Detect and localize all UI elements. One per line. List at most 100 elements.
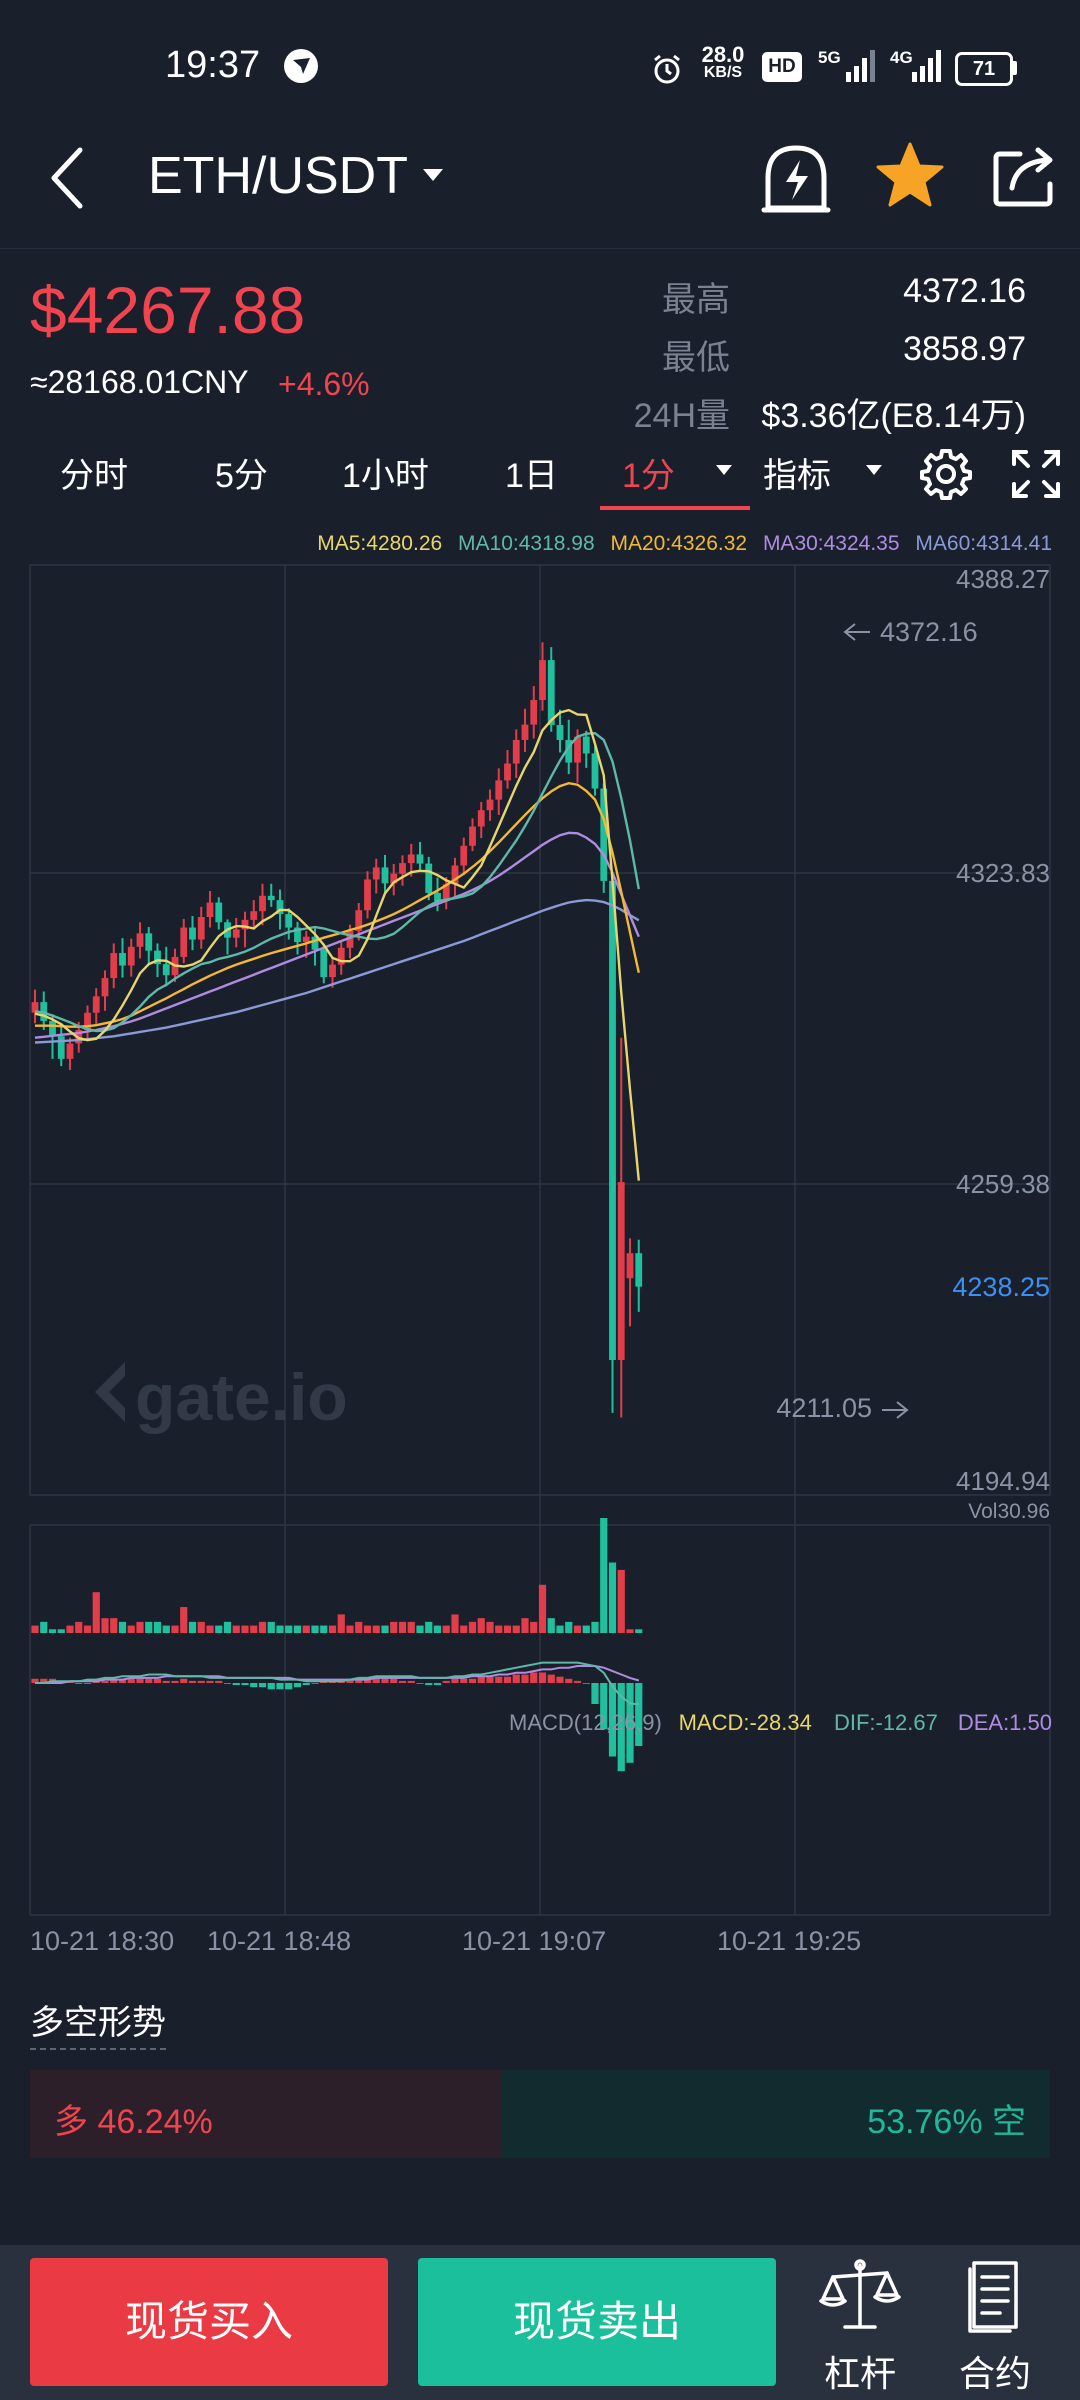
tab-1hour[interactable]: 1小时 (342, 457, 429, 495)
star-icon[interactable] (875, 140, 945, 210)
candle-body (57, 1036, 65, 1059)
volume-bar (188, 1621, 197, 1633)
volume-bar (258, 1621, 267, 1633)
candle-body (582, 736, 590, 754)
macd-layer (31, 1661, 643, 1772)
candle-body (626, 1253, 634, 1279)
candle-body (495, 780, 503, 800)
time-axis-label: 10-21 18:48 (207, 1926, 351, 1956)
tab-indicator[interactable]: 指标 (763, 457, 831, 495)
volume-bar (232, 1625, 240, 1633)
volume-bar (92, 1592, 100, 1633)
ma10-legend: MA10:4318.98 (458, 532, 595, 555)
high-marker-text: 4372.16 (880, 617, 978, 647)
navigation-icon (283, 48, 319, 84)
volume-bar (398, 1621, 407, 1633)
macd-histogram-bar (626, 1683, 634, 1763)
candle-body (84, 1012, 91, 1031)
contract-button[interactable]: 合约 (940, 2245, 1050, 2400)
candle-body (539, 660, 546, 701)
volume-bar (381, 1625, 389, 1633)
volume-bar (495, 1625, 503, 1633)
interval-caret-icon[interactable] (714, 462, 734, 483)
macd-histogram-bar (381, 1678, 389, 1683)
macd-histogram-bar (486, 1676, 494, 1683)
volume-bar (136, 1621, 144, 1633)
volume-bar (162, 1625, 170, 1633)
tab-5min[interactable]: 5分 (215, 457, 268, 495)
macd-histogram-bar (206, 1680, 214, 1683)
contract-label: 合约 (958, 2353, 1031, 2394)
time-axis-label: 10-21 19:25 (717, 1926, 861, 1956)
hd-icon: HD (762, 52, 802, 82)
volume-bar (285, 1625, 293, 1633)
volume-bar (582, 1625, 590, 1633)
tab-timeshare[interactable]: 分时 (60, 457, 128, 495)
candle-body (460, 845, 468, 866)
kline-chart[interactable]: gate.io 4388.27 4323.83 4259.38 4194.94 … (0, 520, 1080, 1960)
candle-body (372, 867, 380, 880)
candle-body (259, 895, 266, 912)
candle-body (285, 914, 293, 928)
volume-bar (346, 1625, 354, 1633)
volume-bar (328, 1625, 337, 1633)
candle-body (635, 1253, 643, 1287)
volume-bar (608, 1562, 617, 1633)
tab-1day[interactable]: 1日 (505, 457, 558, 495)
candle-body (617, 1182, 625, 1361)
macd-histogram-bar (556, 1676, 564, 1683)
macd-histogram-bar (118, 1678, 127, 1683)
candle-body (162, 964, 170, 976)
indicator-caret-icon[interactable] (864, 462, 884, 483)
macd-histogram-bar (136, 1678, 144, 1683)
volume-bar (372, 1625, 380, 1633)
signal-4g-label: 4G (890, 48, 913, 67)
high-label: 最高 (662, 281, 730, 319)
candle-body (364, 879, 371, 911)
spot-buy-button[interactable]: 现货买入 (30, 2258, 388, 2386)
macd-histogram-bar (617, 1683, 625, 1772)
macd-histogram-bar (241, 1683, 249, 1686)
tab-1min[interactable]: 1分 (622, 457, 675, 495)
back-icon[interactable] (40, 138, 100, 218)
volume-bar (48, 1629, 57, 1633)
candle-body (66, 1043, 74, 1059)
candle-body (346, 930, 354, 948)
lightning-alert-icon[interactable] (760, 138, 832, 218)
candle-body (609, 880, 616, 1361)
candle-body (434, 892, 441, 902)
macd-histogram-bar (258, 1683, 267, 1688)
fullscreen-icon[interactable] (1010, 448, 1062, 505)
last-price: $4267.88 (30, 273, 306, 347)
macd-histogram-bar (512, 1674, 520, 1683)
ma-lines-layer (34, 708, 640, 1181)
candle-body (145, 933, 153, 951)
volume-bar (600, 1518, 608, 1633)
long-fill (30, 2070, 502, 2158)
macd-histogram-bar (153, 1678, 162, 1683)
share-icon[interactable] (990, 142, 1060, 212)
ma5-line (34, 708, 640, 1181)
volume-bar (302, 1625, 310, 1633)
volume-bar (197, 1621, 205, 1633)
caret-down-icon[interactable] (420, 160, 446, 192)
ma5-legend: MA5:4280.26 (317, 532, 443, 555)
long-short-title[interactable]: 多空形势 (30, 1995, 166, 2050)
bottom-action-bar: 现货买入 现货卖出 杠杆 合约 (0, 2245, 1080, 2400)
low-value: 3858.97 (903, 330, 1026, 368)
pair-title[interactable]: ETH/USDT (148, 147, 408, 205)
settings-gear-icon[interactable] (918, 446, 974, 507)
candle-body (31, 1002, 39, 1013)
macd-histogram-bar (372, 1678, 380, 1683)
volume-bar (320, 1625, 328, 1633)
time-axis-label: 10-21 19:07 (462, 1926, 606, 1956)
spot-sell-button[interactable]: 现货卖出 (418, 2258, 776, 2386)
macd-histogram-bar (468, 1678, 477, 1683)
candle-body (565, 739, 573, 763)
volume-value: $3.36亿(E8.14万) (761, 397, 1026, 435)
macd-histogram-bar (171, 1680, 179, 1683)
volume-bar (477, 1618, 485, 1633)
leverage-button[interactable]: 杠杆 (805, 2245, 915, 2400)
price-axis-label: 4323.83 (956, 858, 1050, 888)
ma30-legend: MA30:4324.35 (762, 532, 900, 555)
